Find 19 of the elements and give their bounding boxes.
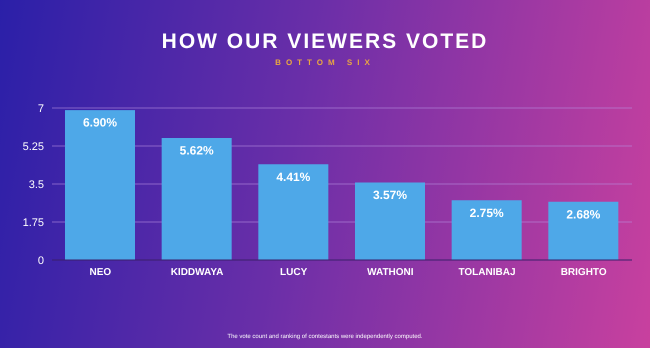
data-label: 5.62% [180,143,214,158]
x-tick-label: TOLANIBAJ [458,267,516,278]
x-tick-label: BRIGHTO [560,267,607,278]
data-label: 2.75% [470,206,504,220]
x-tick-label: WATHONI [367,267,414,278]
y-tick-label: 7 [38,102,44,115]
data-label: 2.68% [566,207,601,222]
y-tick-label: 3.5 [28,178,44,191]
chart-title: HOW OUR VIEWERS VOTED [160,30,490,54]
y-tick-label: 5.25 [22,140,44,153]
y-tick-label: 0 [38,254,44,267]
x-tick-label: LUCY [280,267,308,278]
data-label: 3.57% [372,188,408,202]
y-tick-label: 1.75 [22,216,44,229]
chart-subtitle: BOTTOM SIX [274,58,376,67]
x-tick-label: KIDDWAYA [170,267,224,278]
data-label: 6.90% [82,116,118,130]
data-label: 4.41% [276,170,311,184]
x-tick-label: NEO [89,267,112,278]
